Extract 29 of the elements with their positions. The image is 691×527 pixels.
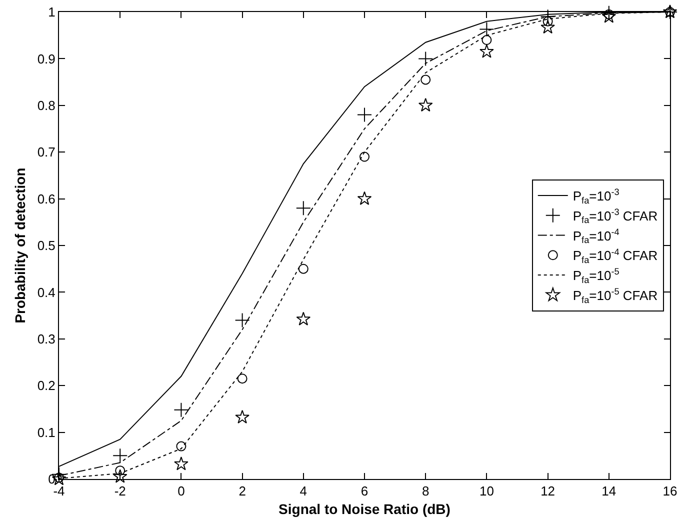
y-axis-title: Probability of detection xyxy=(12,168,28,324)
y-tick-label: 0.1 xyxy=(37,424,56,440)
x-tick-label: 8 xyxy=(422,484,430,499)
x-tick-label: 10 xyxy=(479,484,494,499)
x-tick-label: 12 xyxy=(540,484,556,499)
x-tick-label: 2 xyxy=(238,484,246,499)
y-tick-label: 0.5 xyxy=(37,238,56,254)
y-tick-label: 1 xyxy=(48,4,56,20)
x-tick-label: -4 xyxy=(53,484,65,499)
x-tick-label: 16 xyxy=(662,484,678,499)
x-tick-label: 4 xyxy=(300,484,308,499)
x-tick-label: 14 xyxy=(602,484,616,499)
legend-label: P$_{fa}$=10$^{-3}$ CFAR xyxy=(572,206,658,226)
x-tick-label: 6 xyxy=(360,484,368,499)
legend-label: P$_{fa}$=10$^{-4}$ xyxy=(572,226,620,246)
legend-label: P$_{fa}$=10$^{-5}$ CFAR xyxy=(572,286,658,305)
legend-label: P$_{fa}$=10$^{-3}$ xyxy=(572,187,620,206)
x-tick-label: -2 xyxy=(114,484,126,499)
y-tick-label: 0.7 xyxy=(37,144,56,160)
y-tick-label: 0.2 xyxy=(37,378,56,394)
x-tick-label: 0 xyxy=(178,484,185,499)
y-tick-label: 0.6 xyxy=(37,191,56,206)
y-tick-label: 0.3 xyxy=(37,331,56,346)
x-axis-title: Signal to Noise Ratio (dB) xyxy=(278,500,450,517)
y-tick-label: 0.8 xyxy=(37,98,56,113)
legend-label: P$_{fa}$=10$^{-5}$ xyxy=(572,266,620,285)
y-tick-label: 0.4 xyxy=(37,284,56,300)
legend-label: P$_{fa}$=10$^{-4}$ CFAR xyxy=(572,246,658,265)
y-tick-label: 0.9 xyxy=(37,51,56,66)
